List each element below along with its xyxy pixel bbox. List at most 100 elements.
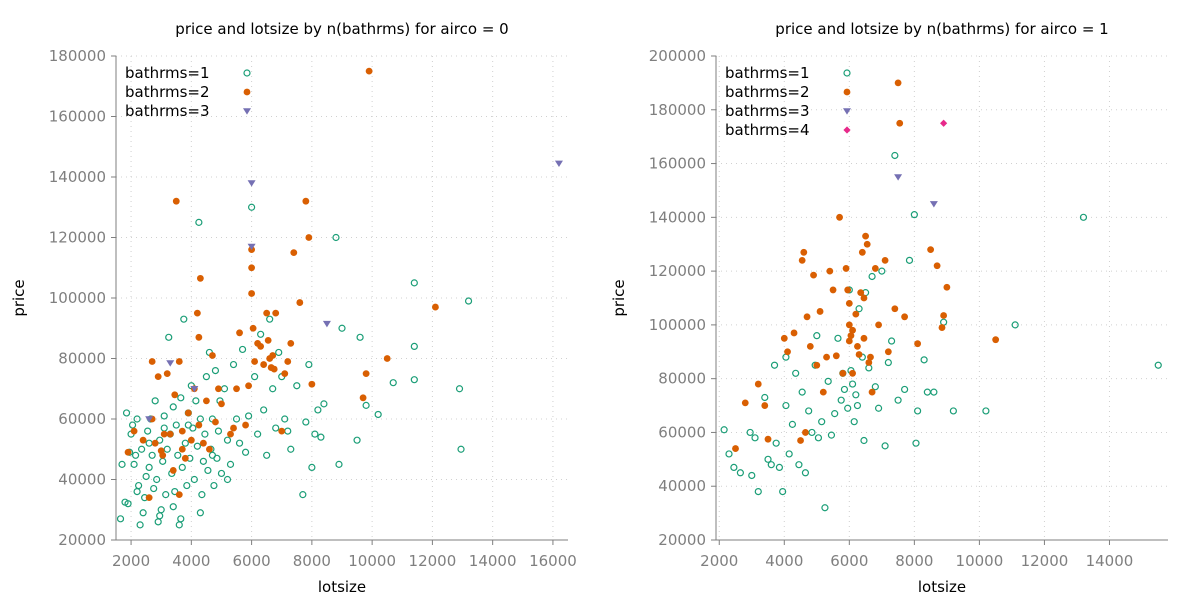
data-point bbox=[299, 491, 307, 499]
data-point bbox=[881, 442, 889, 450]
data-point bbox=[226, 460, 235, 468]
data-point bbox=[852, 391, 860, 399]
data-point bbox=[854, 343, 861, 350]
data-point bbox=[311, 430, 319, 438]
data-point bbox=[175, 521, 183, 529]
data-point bbox=[199, 457, 207, 465]
data-point bbox=[223, 475, 232, 484]
data-point bbox=[821, 504, 829, 512]
data-point bbox=[788, 420, 797, 428]
legend-label: bathrms=2 bbox=[125, 83, 210, 101]
data-point bbox=[245, 382, 252, 390]
data-point bbox=[209, 352, 216, 359]
data-point bbox=[881, 256, 889, 264]
y-tick-label: 140000 bbox=[649, 208, 706, 226]
data-point bbox=[896, 119, 904, 127]
data-point bbox=[813, 361, 821, 369]
data-point bbox=[193, 309, 201, 317]
data-point bbox=[1154, 361, 1162, 369]
data-point bbox=[135, 481, 143, 490]
y-tick-label: 160000 bbox=[649, 155, 706, 173]
data-point bbox=[865, 359, 873, 366]
data-point bbox=[124, 500, 132, 508]
data-point bbox=[150, 484, 158, 493]
data-point bbox=[198, 491, 206, 499]
x-tick-label: 14000 bbox=[469, 552, 517, 570]
y-tick-label: 20000 bbox=[58, 531, 106, 549]
data-point bbox=[338, 324, 346, 332]
data-point bbox=[878, 267, 886, 275]
data-point bbox=[260, 361, 268, 368]
data-point bbox=[153, 475, 161, 484]
data-point bbox=[823, 353, 830, 361]
data-point bbox=[730, 463, 738, 471]
data-point bbox=[195, 218, 203, 226]
data-point bbox=[836, 213, 843, 221]
data-point bbox=[782, 401, 790, 410]
data-point bbox=[287, 339, 295, 347]
series-bathrms-3 bbox=[145, 160, 563, 423]
data-point bbox=[169, 467, 177, 474]
data-point bbox=[184, 421, 192, 429]
x-tick-label: 8000 bbox=[293, 552, 331, 570]
data-point bbox=[293, 382, 301, 390]
data-point bbox=[241, 448, 250, 456]
data-point bbox=[122, 409, 131, 417]
data-point bbox=[320, 400, 328, 408]
data-point bbox=[172, 421, 180, 429]
data-point bbox=[196, 274, 204, 282]
data-point bbox=[720, 426, 728, 434]
data-point bbox=[260, 406, 268, 414]
data-point bbox=[154, 518, 162, 526]
data-point bbox=[929, 201, 938, 208]
data-point bbox=[857, 289, 865, 297]
data-point bbox=[884, 358, 892, 367]
data-point bbox=[362, 370, 370, 378]
data-point bbox=[272, 309, 280, 317]
legend-marker bbox=[243, 108, 251, 115]
data-point bbox=[860, 294, 868, 302]
data-point bbox=[383, 355, 391, 362]
data-point bbox=[181, 439, 189, 447]
data-point bbox=[764, 455, 772, 463]
data-point bbox=[204, 466, 212, 475]
data-point bbox=[201, 430, 209, 438]
y-axis-label: price bbox=[10, 279, 28, 316]
data-point bbox=[193, 442, 201, 450]
scatter-panel-airco-0: 2000 4000 6000 8000 10000 12000 14000 16000 2000… bbox=[10, 20, 577, 596]
data-point bbox=[802, 429, 809, 436]
legend-label: bathrms=1 bbox=[725, 64, 810, 82]
x-tick-label: 4000 bbox=[172, 552, 210, 570]
x-tick-label: 2000 bbox=[112, 552, 150, 570]
data-point bbox=[770, 361, 779, 369]
data-point bbox=[174, 451, 182, 459]
data-point bbox=[166, 430, 174, 438]
data-point bbox=[849, 369, 856, 377]
data-point bbox=[806, 343, 814, 350]
series-bathrms-4 bbox=[940, 119, 948, 127]
data-point bbox=[845, 321, 853, 329]
series-bathrms-1 bbox=[720, 151, 1162, 512]
data-point bbox=[254, 430, 262, 438]
data-point bbox=[190, 385, 199, 393]
data-point bbox=[871, 383, 879, 391]
data-point bbox=[837, 396, 845, 404]
data-point bbox=[845, 337, 853, 345]
x-axis-label: lotsize bbox=[918, 578, 966, 596]
data-point bbox=[923, 388, 931, 396]
data-point bbox=[748, 471, 756, 480]
data-point bbox=[230, 424, 237, 432]
data-point bbox=[139, 509, 147, 517]
data-point bbox=[844, 404, 852, 412]
data-point bbox=[162, 491, 170, 499]
data-point bbox=[808, 428, 816, 437]
data-point bbox=[910, 211, 918, 219]
data-point bbox=[335, 460, 343, 468]
data-point bbox=[810, 271, 817, 279]
data-point bbox=[785, 450, 793, 458]
data-point bbox=[874, 404, 883, 412]
data-point bbox=[374, 410, 382, 419]
data-point bbox=[151, 439, 159, 447]
data-point bbox=[270, 365, 278, 373]
series-bathrms-3 bbox=[894, 174, 938, 208]
